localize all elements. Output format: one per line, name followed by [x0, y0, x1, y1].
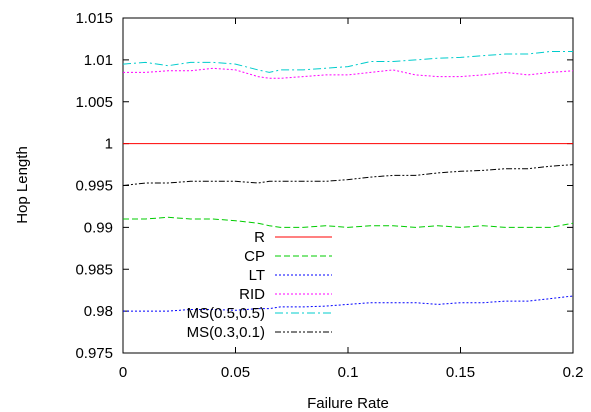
y-tick-label: 0.99	[84, 219, 113, 236]
x-tick-label: 0.05	[221, 364, 250, 381]
x-tick-label: 0.2	[563, 364, 584, 381]
legend-label: MS(0.5,0.5)	[187, 305, 265, 322]
y-tick-label: 1.01	[84, 52, 113, 69]
y-tick-label: 0.995	[75, 178, 113, 195]
x-tick-label: 0.15	[446, 364, 475, 381]
legend-label: CP	[244, 248, 265, 265]
y-tick-label: 1	[105, 136, 113, 153]
series-line-ms-0-3-0-1	[122, 164, 574, 186]
y-tick-label: 1.015	[75, 10, 113, 27]
x-tick-label: 0.1	[338, 364, 359, 381]
x-tick-label: 0	[119, 364, 127, 381]
x-axis-title: Failure Rate	[307, 395, 389, 412]
y-tick-label: 0.98	[84, 303, 113, 320]
legend-label: MS(0.3,0.1)	[187, 324, 265, 341]
series-line-ms-0-5-0-5	[122, 51, 573, 73]
y-tick-label: 0.975	[75, 345, 113, 362]
legend-label: LT	[249, 267, 265, 284]
y-axis-title: Hop Length	[14, 146, 31, 224]
legend-label: R	[254, 229, 265, 246]
series-line-cp	[123, 216, 574, 228]
y-tick-label: 1.005	[75, 94, 113, 111]
y-tick-label: 0.985	[75, 261, 113, 278]
series-line-rid	[123, 67, 574, 79]
plot-frame	[122, 17, 574, 354]
legend-label: RID	[239, 286, 265, 303]
